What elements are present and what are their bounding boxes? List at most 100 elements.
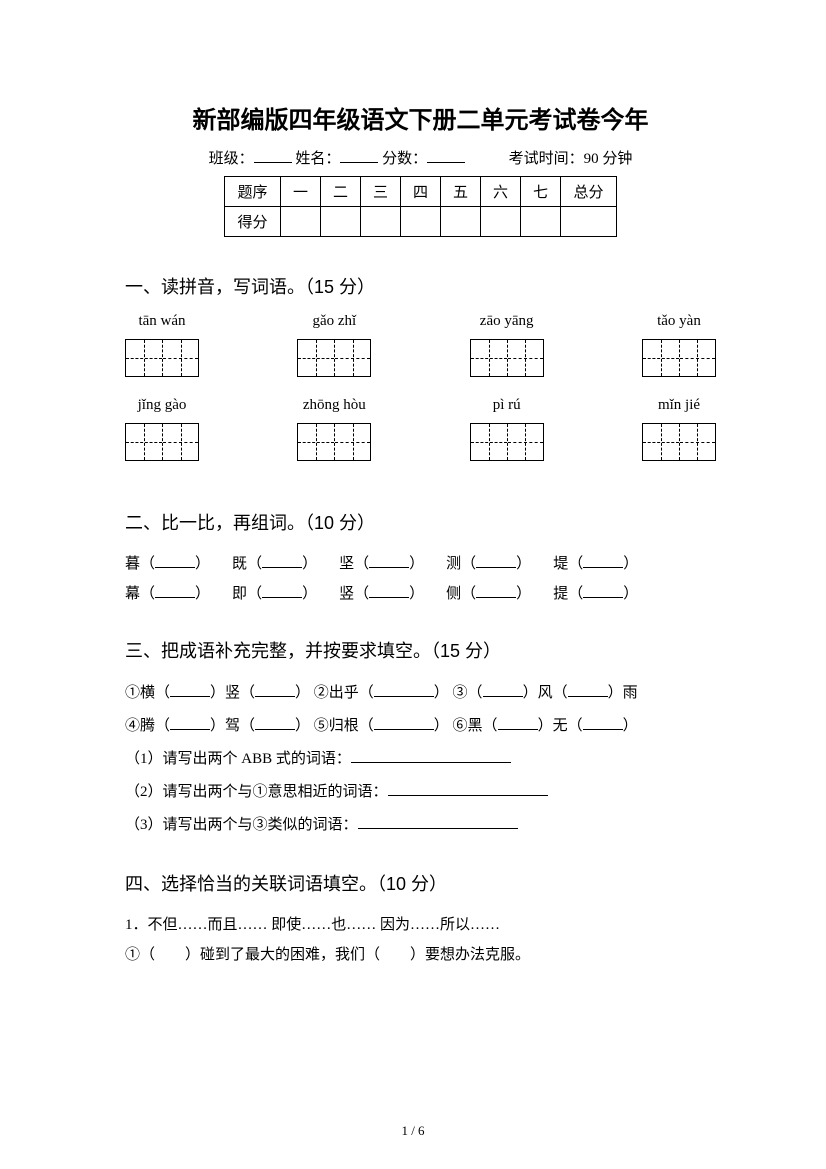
char-boxes[interactable] — [125, 339, 199, 377]
th-seq: 题序 — [225, 177, 281, 207]
table-row: 得分 — [225, 207, 617, 237]
td-blank[interactable] — [401, 207, 441, 237]
char: 暮 — [125, 556, 140, 572]
blank[interactable] — [262, 584, 302, 598]
blank[interactable] — [374, 716, 434, 730]
blank[interactable] — [255, 683, 295, 697]
page-title: 新部编版四年级语文下册二单元考试卷今年 — [125, 100, 716, 135]
td-blank[interactable] — [281, 207, 321, 237]
td-blank[interactable] — [521, 207, 561, 237]
t: ）要想办法克服。 — [410, 947, 530, 963]
q3-sub-1: （1）请写出两个 ABB 式的词语： — [125, 743, 716, 776]
q3-line-2: ④腾（）驾（） ⑤归根（） ⑥黑（）无（） — [125, 710, 716, 743]
char: 测 — [446, 556, 461, 572]
blank[interactable] — [358, 815, 518, 829]
score-table: 题序 一 二 三 四 五 六 七 总分 得分 — [224, 176, 617, 237]
class-label: 班级： — [209, 151, 254, 167]
section-title-4: 四、选择恰当的关联词语填空。（10 分） — [125, 870, 716, 896]
score-blank[interactable] — [427, 149, 465, 163]
th-total: 总分 — [561, 177, 617, 207]
pinyin-text: pì rú — [493, 397, 521, 415]
blank[interactable] — [170, 716, 210, 730]
name-label: 姓名： — [295, 151, 340, 167]
char-boxes[interactable] — [470, 339, 544, 377]
t: （2）请写出两个与①意思相近的词语： — [125, 784, 388, 800]
blank[interactable] — [476, 584, 516, 598]
pinyin-item: zāo yāng — [470, 313, 544, 377]
char: 即 — [232, 586, 247, 602]
t: （1）请写出两个 ABB 式的词语： — [125, 751, 351, 767]
char: 侧 — [446, 586, 461, 602]
q3-sub-2: （2）请写出两个与①意思相近的词语： — [125, 776, 716, 809]
pinyin-text: zāo yāng — [480, 313, 534, 331]
pinyin-grid: tān wán gǎo zhǐ zāo yāng tǎo yàn jǐng gà… — [125, 313, 716, 461]
pinyin-row-2: jǐng gào zhōng hòu pì rú mǐn jié — [125, 397, 716, 461]
pinyin-text: mǐn jié — [658, 397, 700, 415]
blank[interactable] — [262, 554, 302, 568]
t: ） ②出乎（ — [295, 685, 374, 701]
t: ） ⑥黑（ — [434, 718, 498, 734]
char-boxes[interactable] — [125, 423, 199, 461]
blank[interactable] — [255, 716, 295, 730]
class-blank[interactable] — [254, 149, 292, 163]
th-2: 二 — [321, 177, 361, 207]
name-blank[interactable] — [340, 149, 378, 163]
td-blank[interactable] — [361, 207, 401, 237]
t: ①（ — [125, 947, 155, 963]
char: 堤 — [553, 556, 568, 572]
blank[interactable] — [374, 683, 434, 697]
blank[interactable] — [583, 584, 623, 598]
time-label: 考试时间：90 分钟 — [509, 151, 633, 167]
char: 幕 — [125, 586, 140, 602]
char: 既 — [232, 556, 247, 572]
blank[interactable] — [155, 584, 195, 598]
char-boxes[interactable] — [470, 423, 544, 461]
td-blank[interactable] — [481, 207, 521, 237]
pinyin-text: zhōng hòu — [303, 397, 366, 415]
page-number: 1 / 6 — [0, 1123, 826, 1139]
t: ）风（ — [523, 685, 568, 701]
td-blank[interactable] — [561, 207, 617, 237]
blank[interactable] — [483, 683, 523, 697]
th-4: 四 — [401, 177, 441, 207]
t: ）碰到了最大的困难，我们（ — [185, 947, 380, 963]
pinyin-row-1: tān wán gǎo zhǐ zāo yāng tǎo yàn — [125, 313, 716, 377]
td-blank[interactable] — [441, 207, 481, 237]
blank[interactable] — [369, 554, 409, 568]
char-boxes[interactable] — [297, 339, 371, 377]
q3-line-1: ①横（）竖（） ②出乎（） ③（）风（）雨 — [125, 677, 716, 710]
blank[interactable] — [568, 683, 608, 697]
char-boxes[interactable] — [642, 339, 716, 377]
pinyin-text: jǐng gào — [138, 397, 187, 415]
blank[interactable] — [583, 716, 623, 730]
td-blank[interactable] — [321, 207, 361, 237]
meta-row: 班级： 姓名： 分数： 考试时间：90 分钟 — [125, 147, 716, 168]
th-6: 六 — [481, 177, 521, 207]
blank[interactable] — [369, 584, 409, 598]
table-row: 题序 一 二 三 四 五 六 七 总分 — [225, 177, 617, 207]
t: ） ⑤归根（ — [295, 718, 374, 734]
section-title-1: 一、读拼音，写词语。（15 分） — [125, 273, 716, 299]
pinyin-item: zhōng hòu — [297, 397, 371, 461]
blank[interactable] — [498, 716, 538, 730]
blank[interactable] — [583, 554, 623, 568]
pinyin-item: gǎo zhǐ — [297, 313, 371, 377]
pinyin-item: jǐng gào — [125, 397, 199, 461]
pinyin-item: pì rú — [470, 397, 544, 461]
pinyin-text: gǎo zhǐ — [312, 313, 356, 331]
char-boxes[interactable] — [642, 423, 716, 461]
t: ）竖（ — [210, 685, 255, 701]
blank[interactable] — [351, 749, 511, 763]
blank[interactable] — [170, 683, 210, 697]
blank[interactable] — [476, 554, 516, 568]
th-3: 三 — [361, 177, 401, 207]
t: ）无（ — [538, 718, 583, 734]
q4-options: 1．不但……而且…… 即使……也…… 因为……所以…… — [125, 910, 716, 940]
q3-sub-3: （3）请写出两个与③类似的词语： — [125, 809, 716, 842]
blank[interactable] — [155, 554, 195, 568]
pinyin-item: tǎo yàn — [642, 313, 716, 377]
char-boxes[interactable] — [297, 423, 371, 461]
pinyin-text: tān wán — [138, 313, 185, 331]
t: ） — [623, 718, 638, 734]
blank[interactable] — [388, 782, 548, 796]
